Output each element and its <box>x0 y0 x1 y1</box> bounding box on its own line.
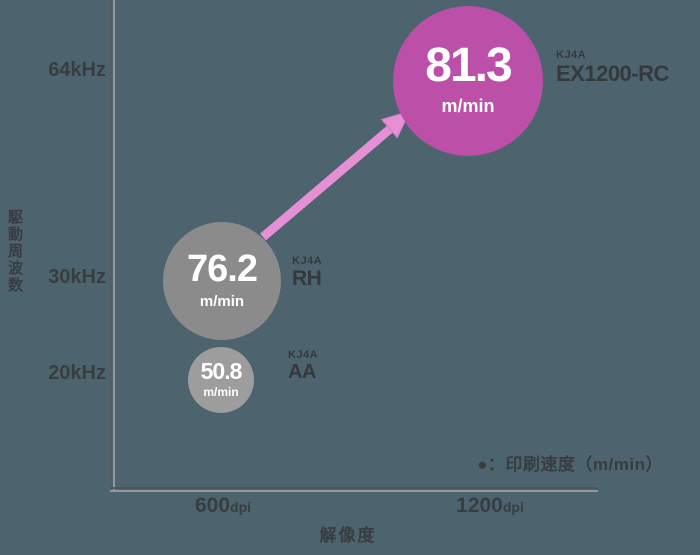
bubble-aa: 50.8 m/min <box>188 347 254 413</box>
bubble-unit: m/min <box>199 292 245 310</box>
x-axis-line <box>110 487 598 489</box>
legend: ●：印刷速度（m/min） <box>477 455 663 474</box>
bubble-unit: m/min <box>203 385 239 399</box>
label-brand: KJ4A <box>288 349 319 361</box>
bubble-value: 50.8 <box>200 358 243 384</box>
label-aa: KJ4A AA <box>288 349 319 383</box>
x-axis-line-highlight <box>110 490 598 492</box>
x-tick-value: 1200 <box>456 494 503 517</box>
label-model: AA <box>288 360 316 383</box>
bubble-rh: 76.2 m/min <box>163 222 281 340</box>
x-tick-unit: dpi <box>230 499 252 515</box>
x-tick-1200dpi: 1200dpi <box>425 494 555 518</box>
x-axis-label: 解像度 <box>319 526 377 545</box>
x-tick-value: 600 <box>194 494 231 517</box>
bubble-value: 81.3 <box>425 38 512 92</box>
bubble-value: 76.2 <box>187 247 258 290</box>
y-tick-64khz: 64kHz <box>48 59 106 81</box>
bubble-unit: m/min <box>441 95 495 116</box>
y-axis-line-highlight <box>113 0 115 491</box>
label-brand: KJ4A <box>556 49 587 61</box>
y-tick-30khz: 30kHz <box>48 266 106 288</box>
label-model: RH <box>292 266 322 290</box>
label-rh: KJ4A RH <box>292 255 323 290</box>
x-tick-unit: dpi <box>502 499 524 515</box>
label-model: EX1200-RC <box>556 60 669 86</box>
y-axis-label: 駆動周波数 <box>6 209 23 294</box>
y-tick-20khz: 20kHz <box>48 362 106 384</box>
label-brand: KJ4A <box>292 255 323 267</box>
label-ex1200-rc: KJ4A EX1200-RC <box>556 49 669 86</box>
x-tick-600dpi: 600dpi <box>158 494 288 518</box>
bubble-ex1200-rc: 81.3 m/min <box>393 6 543 156</box>
y-axis-line <box>110 0 112 491</box>
